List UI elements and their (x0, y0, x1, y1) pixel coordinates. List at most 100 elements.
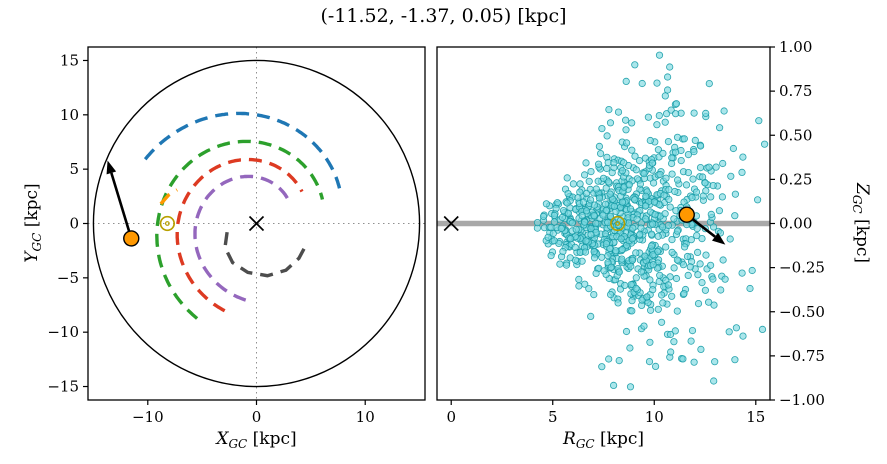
scatter-point (609, 381, 618, 389)
axis-label-text: Z (852, 183, 872, 195)
y-tick-label: −5 (57, 269, 79, 287)
scatter-point (665, 195, 673, 203)
scatter-point (651, 362, 660, 370)
scatter-point (633, 215, 641, 223)
spiral-arm-norma (223, 231, 308, 278)
scatter-point (631, 61, 639, 69)
scatter-point (618, 255, 626, 263)
scatter-point (563, 174, 571, 182)
scatter-point (706, 261, 715, 269)
scatter-point (622, 77, 630, 86)
scatter-point (590, 290, 598, 299)
scatter-point (603, 132, 611, 140)
scatter-point (721, 275, 729, 283)
scatter-point (709, 275, 717, 283)
x-tick-label: 0 (446, 408, 456, 426)
scatter-point (590, 212, 598, 220)
scatter-point (568, 219, 576, 227)
scatter-point (586, 196, 595, 204)
scatter-point (547, 252, 555, 260)
scatter-point (690, 148, 698, 156)
scatter-point (646, 276, 654, 284)
scatter-point (622, 126, 630, 134)
scatter-point (649, 179, 658, 187)
scatter-point (679, 355, 687, 363)
scatter-point (606, 290, 615, 299)
axis-label-unit: [kpc] (247, 429, 297, 449)
scatter-point (632, 274, 640, 282)
scatter-point (656, 271, 664, 279)
scatter-point (622, 139, 631, 147)
scatter-point (590, 201, 599, 209)
scatter-point (626, 383, 635, 391)
scatter-point (651, 211, 659, 219)
scatter-point (717, 286, 725, 294)
y-axis-label-left-panel: YGC [kpc] (22, 183, 44, 262)
scatter-point (709, 223, 718, 231)
scatter-point (607, 263, 615, 271)
scatter-point (753, 196, 762, 204)
scatter-point (710, 377, 718, 385)
scatter-point (698, 173, 707, 181)
galactic-center-x-marker (443, 215, 459, 232)
axis-label-subscript: GC (850, 194, 864, 214)
y-tick-label: −1.00 (779, 391, 825, 409)
scatter-point (606, 190, 614, 198)
scatter-point (547, 223, 555, 231)
scatter-point (569, 180, 578, 188)
scatter-point (641, 202, 650, 210)
scatter-point (671, 110, 680, 118)
scatter-point (612, 247, 620, 255)
scatter-point (680, 135, 688, 143)
scatter-point (595, 142, 604, 150)
scatter-point (760, 140, 769, 148)
scatter-point (621, 281, 629, 289)
scatter-point (610, 159, 618, 167)
scatter-point (707, 210, 715, 218)
cluster-marker (678, 206, 695, 223)
scatter-point (696, 142, 705, 150)
scatter-point (755, 117, 763, 125)
scatter-point (606, 244, 614, 253)
scatter-point (615, 356, 623, 365)
scatter-point (621, 116, 630, 124)
scatter-point (599, 174, 608, 182)
scatter-point (683, 252, 692, 261)
axis-label-subscript: GC (30, 232, 44, 252)
y-tick-label: 0.00 (779, 215, 812, 233)
x-tick-label: −10 (132, 408, 164, 426)
x-tick-label: 0 (252, 408, 262, 426)
scatter-point (647, 230, 656, 238)
scatter-point (687, 236, 695, 244)
scatter-point (687, 337, 695, 345)
scatter-point (564, 190, 572, 198)
scatter-point (689, 175, 697, 183)
scatter-point (694, 299, 703, 308)
x-tick-label: 10 (356, 408, 375, 426)
scatter-point (712, 163, 720, 171)
axis-label-text: R (563, 429, 576, 449)
scatter-point (691, 136, 699, 144)
scatter-point (631, 152, 639, 160)
scatter-point (702, 109, 710, 118)
scatter-point (653, 79, 661, 87)
scatter-point (666, 203, 674, 211)
scatter-point (731, 212, 739, 220)
scatter-point (673, 227, 682, 235)
scatter-point (696, 260, 704, 268)
scatter-point (606, 119, 615, 127)
scatter-point (664, 138, 673, 146)
scatter-point (562, 261, 571, 269)
scatter-point (643, 293, 651, 301)
scatter-point (579, 198, 588, 206)
scatter-point (606, 212, 615, 220)
scatter-point (711, 358, 719, 366)
scatter-point (673, 256, 682, 264)
scatter-point (672, 207, 680, 215)
scatter-point (725, 328, 733, 336)
scatter-point (644, 113, 653, 121)
y-tick-label: −0.75 (779, 347, 825, 365)
axis-label-unit: [kpc] (852, 213, 872, 263)
y-tick-label: −15 (47, 378, 79, 396)
scatter-point (715, 207, 724, 215)
